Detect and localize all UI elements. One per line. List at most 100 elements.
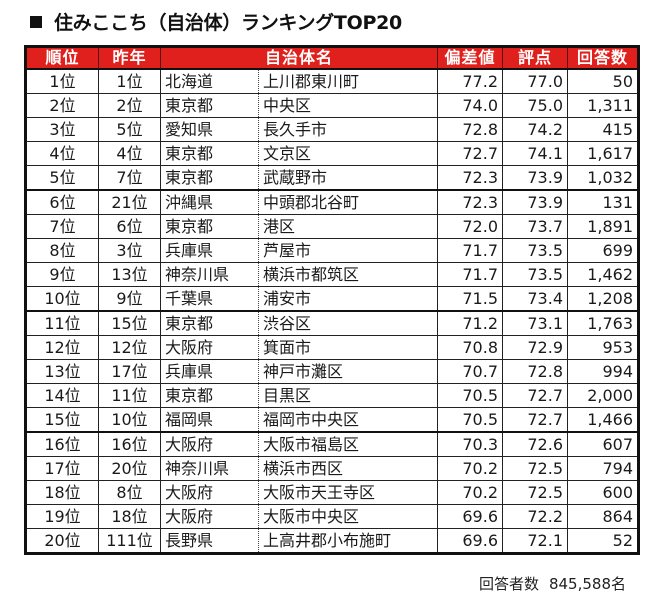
cell-rank: 13位	[25, 359, 99, 384]
cell-response-count: 1,891	[567, 214, 639, 239]
cell-score: 72.8	[502, 359, 568, 384]
cell-previous-rank: 7位	[98, 165, 161, 190]
respondents-total: 回答者数 845,588名	[479, 573, 626, 594]
cell-prefecture: 北海道	[160, 69, 259, 94]
cell-rank: 5位	[25, 165, 99, 190]
cell-rank: 1位	[49, 72, 76, 91]
cell-rank: 10位	[25, 286, 99, 311]
cell-deviation: 72.0	[437, 214, 503, 239]
table-row: 19位 18位 大阪府 大阪市中央区 69.6 72.2 864	[25, 504, 639, 529]
cell-deviation: 70.8	[437, 335, 503, 360]
ranking-table: 順位 昨年 自治体名 偏差値 評点 回答数 1位 1位 北海道 上川郡東川町 77.2 7…	[24, 45, 640, 555]
table-row: 15位 10位 福岡県 福岡市中央区 70.5 72.7 1,466	[25, 407, 639, 432]
cell-municipality: 中央区	[258, 93, 438, 118]
cell-response-count: 994	[567, 359, 639, 384]
cell-prefecture: 東京都	[160, 310, 259, 336]
cell-rank: 6位	[25, 189, 99, 215]
cell-response-count: 607	[567, 431, 639, 457]
cell-previous-rank: 15位	[98, 310, 161, 336]
cell-rank: 20位	[25, 528, 99, 554]
table-row: 3位 5位 愛知県 長久手市 72.8 74.2 415	[25, 117, 639, 142]
cell-municipality: 大阪市福島区	[258, 431, 438, 457]
cell-rank: 9位	[25, 262, 99, 287]
cell-score: 77.0	[502, 69, 568, 94]
cell-rank: 15位	[25, 407, 99, 432]
cell-response-count: 600	[567, 480, 639, 505]
cell-prefecture: 大阪府	[160, 480, 259, 505]
cell-prefecture: 東京都	[160, 141, 259, 166]
cell-score: 73.1	[502, 310, 568, 336]
cell-previous-rank: 20位	[98, 456, 161, 481]
cell-municipality: 横浜市都筑区	[258, 262, 438, 287]
cell-prefecture: 大阪府	[160, 335, 259, 360]
cell-rank: 3位	[25, 117, 99, 142]
cell-municipality: 上川郡東川町	[258, 69, 438, 94]
page-title-text: 住みここち（自治体）ランキングTOP20	[54, 12, 402, 34]
cell-previous-rank: 111位	[98, 528, 161, 554]
cell-response-count: 131	[567, 189, 639, 215]
cell-prefecture: 東京都	[160, 214, 259, 239]
cell-response-count: 1,311	[567, 93, 639, 118]
cell-response-count: 52	[567, 528, 639, 554]
cell-deviation: 70.5	[437, 407, 503, 432]
table-row: 9位 13位 神奈川県 横浜市都筑区 71.7 73.5 1,462	[25, 262, 639, 287]
cell-previous-rank: 16位	[98, 431, 161, 457]
cell-score: 73.5	[502, 238, 568, 263]
table-row: 11位 15位 東京都 渋谷区 71.2 73.1 1,763	[25, 310, 639, 336]
cell-response-count: 699	[567, 238, 639, 263]
table-row: 13位 17位 兵庫県 神戸市灘区 70.7 72.8 994	[25, 359, 639, 384]
cell-score: 72.7	[502, 407, 568, 432]
table-row: 20位 111位 長野県 上高井郡小布施町 69.6 72.1 52	[25, 528, 639, 554]
cell-previous-rank: 17位	[98, 359, 161, 384]
cell-prefecture: 愛知県	[160, 117, 259, 142]
cell-deviation: 70.2	[437, 480, 503, 505]
cell-previous-rank: 10位	[98, 407, 161, 432]
cell-prefecture: 神奈川県	[160, 262, 259, 287]
table-row: 5位 7位 東京都 武蔵野市 72.3 73.9 1,032	[25, 165, 639, 190]
cell-deviation: 71.7	[437, 238, 503, 263]
cell-deviation: 72.8	[437, 117, 503, 142]
cell-prefecture: 沖縄県	[160, 189, 259, 215]
cell-score: 72.2	[502, 504, 568, 529]
cell-rank: 2位	[25, 93, 99, 118]
cell-municipality: 上高井郡小布施町	[258, 528, 438, 554]
table-row: 4位 4位 東京都 文京区 72.7 74.1 1,617	[25, 141, 639, 166]
cell-score: 73.4	[502, 286, 568, 311]
cell-deviation: 70.7	[437, 359, 503, 384]
cell-previous-rank: 4位	[98, 141, 161, 166]
cell-deviation: 71.2	[437, 310, 503, 336]
header-response-count: 回答数	[567, 46, 639, 70]
cell-deviation: 77.2	[437, 69, 503, 94]
cell-previous-rank: 1位	[98, 69, 161, 94]
cell-previous-rank: 18位	[98, 504, 161, 529]
cell-score: 73.9	[502, 165, 568, 190]
cell-prefecture: 東京都	[160, 93, 259, 118]
cell-deviation: 70.5	[437, 383, 503, 408]
cell-previous-rank: 12位	[98, 335, 161, 360]
cell-deviation: 71.7	[437, 262, 503, 287]
cell-rank: 16位	[25, 431, 99, 457]
cell-score: 72.5	[502, 480, 568, 505]
cell-deviation: 70.2	[437, 456, 503, 481]
table-row: 7位 6位 東京都 港区 72.0 73.7 1,891	[25, 214, 639, 239]
cell-prefecture: 東京都	[160, 165, 259, 190]
table-row: 6位 21位 沖縄県 中頭郡北谷町 72.3 73.9 131	[25, 189, 639, 215]
respondents-label: 回答者数	[478, 575, 539, 593]
cell-municipality: 中頭郡北谷町	[258, 189, 438, 215]
cell-prefecture: 兵庫県	[160, 238, 259, 263]
table-header-row: 順位 昨年 自治体名 偏差値 評点 回答数	[25, 46, 639, 70]
cell-previous-rank: 21位	[98, 189, 161, 215]
cell-score: 73.7	[502, 214, 568, 239]
header-rank: 順位	[25, 46, 99, 70]
table-body: 1位 1位 北海道 上川郡東川町 77.2 77.0 50 2位 2位 東京都 中央区 74.0 75.…	[25, 69, 639, 554]
cell-score: 72.5	[502, 456, 568, 481]
table-row: 12位 12位 大阪府 箕面市 70.8 72.9 953	[25, 335, 639, 360]
cell-deviation: 70.3	[437, 431, 503, 457]
cell-previous-rank: 9位	[98, 286, 161, 311]
cell-deviation: 72.3	[437, 165, 503, 190]
cell-score: 72.6	[502, 431, 568, 457]
table-row: 10位 9位 千葉県 浦安市 71.5 73.4 1,208	[25, 286, 639, 311]
cell-response-count: 2,000	[567, 383, 639, 408]
cell-previous-rank: 13位	[98, 262, 161, 287]
cell-municipality: 福岡市中央区	[258, 407, 438, 432]
